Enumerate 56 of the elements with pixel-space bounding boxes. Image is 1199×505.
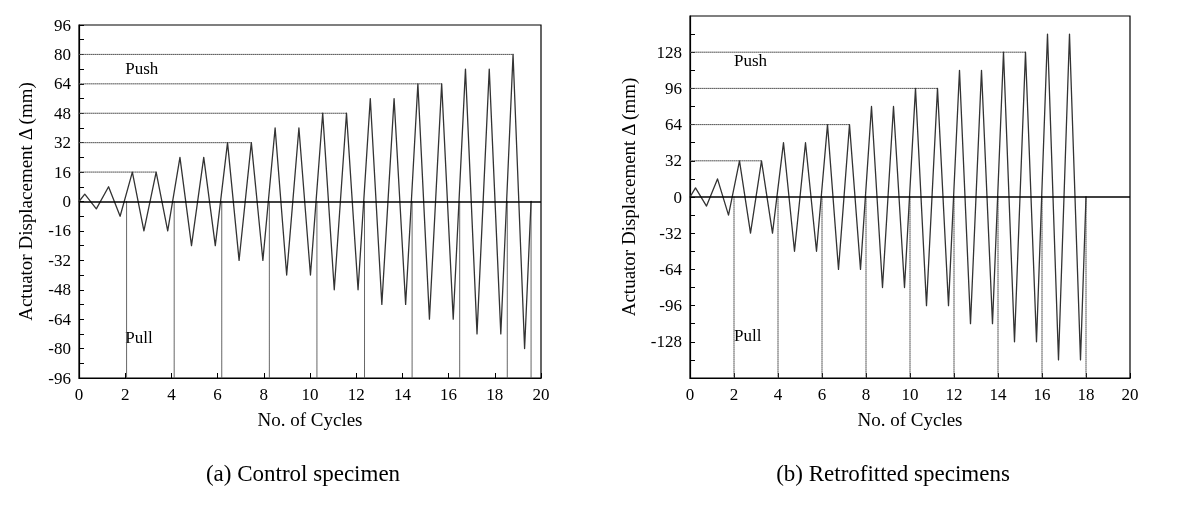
x-tick-label: 2 [729, 385, 739, 404]
x-tick-label: 4 [167, 385, 177, 404]
x-tick-label: 10 [901, 385, 919, 404]
y-axis-title: Actuator Displacement Δ (mm) [15, 82, 37, 321]
x-axis-title: No. of Cycles [257, 409, 363, 430]
y-tick-label: -80 [48, 339, 71, 359]
y-tick-label: -96 [659, 296, 682, 316]
x-tick-label: 6 [213, 385, 222, 404]
x-tick-label: 0 [685, 385, 695, 404]
annotation: Push [125, 59, 159, 79]
y-tick-label: 128 [656, 42, 682, 62]
y-tick-label: -32 [48, 250, 71, 270]
x-tick-label: 2 [120, 385, 130, 404]
y-tick-label: 64 [54, 74, 72, 94]
x-tick-label: 14 [989, 385, 1007, 404]
text: (a) Control specimen [205, 461, 401, 486]
y-tick-label: -32 [659, 223, 682, 243]
x-tick-label: 10 [301, 385, 319, 404]
y-tick-label: -48 [48, 280, 71, 300]
text: (b) Retrofitted specimens [776, 461, 1010, 486]
x-tick-label: 8 [861, 385, 871, 404]
line-series [78, 53, 532, 350]
y-tick-label: -64 [659, 259, 683, 279]
y-tick-label: 96 [665, 78, 682, 98]
x-tick-label: 14 [393, 385, 412, 404]
y-tick-label: 32 [54, 133, 71, 153]
line-series [689, 33, 1087, 361]
y-tick-label: 80 [54, 44, 71, 64]
annotation: Push [734, 51, 768, 71]
y-tick-label: 96 [54, 15, 71, 35]
y-tick-label: -96 [48, 368, 71, 388]
y-tick-label: -16 [48, 221, 71, 241]
x-tick-label: 18 [1077, 385, 1095, 404]
y-axis-title: Actuator Displacement Δ (mm) [618, 77, 640, 317]
x-tick-label: 8 [259, 385, 269, 404]
x-tick-label: 4 [773, 385, 783, 404]
y-tick-label: 16 [54, 162, 71, 182]
x-tick-label: 0 [74, 385, 84, 404]
x-tick-label: 18 [486, 385, 504, 404]
annotation: Pull [125, 327, 153, 347]
x-tick-label: 16 [1033, 385, 1051, 404]
x-axis-title: No. of Cycles [857, 409, 963, 430]
x-tick-label: 16 [440, 385, 458, 404]
y-tick-label: 32 [665, 151, 682, 171]
x-tick-label: 20 [532, 385, 550, 404]
y-tick-label: 0 [673, 187, 682, 207]
y-tick-label: -64 [48, 309, 72, 329]
x-tick-label: 20 [1121, 385, 1139, 404]
y-tick-label: 48 [54, 103, 71, 123]
y-tick-label: 0 [62, 192, 71, 211]
y-tick-label: -128 [650, 332, 682, 352]
x-tick-label: 12 [945, 385, 963, 404]
x-tick-label: 6 [817, 385, 827, 404]
y-tick-label: 64 [665, 115, 683, 135]
x-tick-label: 12 [347, 385, 365, 404]
annotation: Pull [734, 326, 762, 346]
